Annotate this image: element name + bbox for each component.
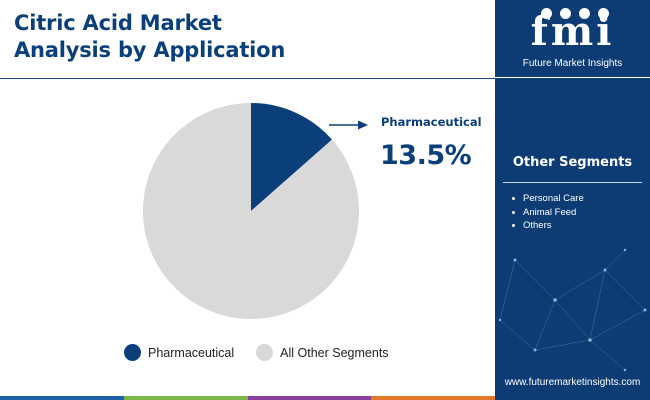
other-segments-list: Personal Care Animal Feed Others	[512, 192, 584, 233]
title-line-2: Analysis by Application	[14, 38, 286, 62]
list-item: Others	[512, 219, 584, 233]
other-segments-title: Other Segments	[512, 155, 633, 170]
legend-swatch	[124, 344, 141, 361]
network-pattern-icon	[498, 248, 647, 372]
highlight-value: 13.5%	[380, 140, 472, 171]
list-item: Personal Care	[512, 192, 584, 206]
other-segments-divider	[503, 182, 642, 183]
page-title: Citric Acid Market Analysis by Applicati…	[14, 10, 354, 64]
legend-item-pharmaceutical: Pharmaceutical	[124, 344, 234, 361]
list-item: Animal Feed	[512, 206, 584, 220]
main-panel: Citric Acid Market Analysis by Applicati…	[0, 10, 495, 400]
highlight-label: Pharmaceutical	[381, 115, 482, 129]
pie-slices	[142, 103, 359, 319]
highlight-arrow	[329, 120, 368, 130]
logo-text: fmi	[530, 8, 615, 55]
chart-legend: Pharmaceutical All Other Segments	[124, 344, 411, 361]
bottom-color-bar	[0, 396, 495, 400]
title-divider	[0, 78, 495, 79]
brand-logo: fmi Future Market Insights	[495, 0, 650, 78]
brand-name: Future Market Insights	[522, 58, 623, 69]
legend-label: All Other Segments	[280, 345, 389, 360]
pie-chart	[142, 103, 368, 319]
pie-slice-all-other-segments	[142, 103, 359, 319]
brand-panel: fmi Future Market Insights Other Segment…	[495, 0, 650, 400]
legend-swatch	[256, 344, 274, 361]
title-line-1: Citric Acid Market	[14, 11, 222, 35]
legend-item-other-segments: All Other Segments	[256, 344, 389, 361]
legend-label: Pharmaceutical	[148, 345, 235, 360]
logo-dots-icon	[541, 8, 617, 19]
pie-slice-pharmaceutical	[251, 103, 333, 211]
website-url: www.futuremarketinsights.com	[504, 377, 641, 388]
